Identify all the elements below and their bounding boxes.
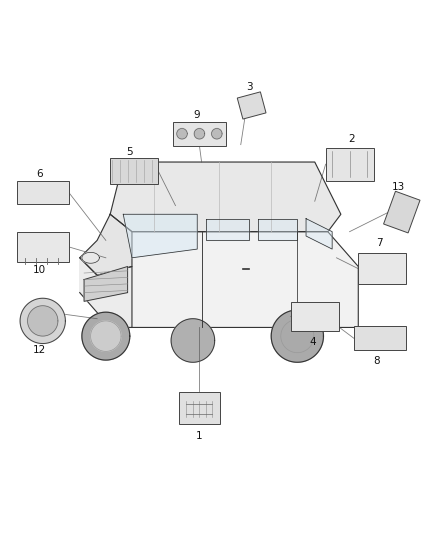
Polygon shape <box>80 214 132 275</box>
Bar <box>354 326 406 350</box>
Circle shape <box>194 128 205 139</box>
Text: 10: 10 <box>33 265 46 275</box>
Text: 13: 13 <box>392 182 406 192</box>
Text: 7: 7 <box>376 238 382 248</box>
Polygon shape <box>110 162 341 232</box>
Polygon shape <box>206 219 250 240</box>
Text: 1: 1 <box>196 431 203 441</box>
Text: 8: 8 <box>374 356 380 366</box>
Circle shape <box>28 306 58 336</box>
Text: 9: 9 <box>193 110 200 120</box>
Circle shape <box>171 319 215 362</box>
Circle shape <box>177 128 187 139</box>
Bar <box>17 181 69 205</box>
Circle shape <box>82 312 130 360</box>
Polygon shape <box>258 219 297 240</box>
Bar <box>179 392 220 424</box>
Bar <box>291 302 339 330</box>
Bar <box>237 92 266 119</box>
Circle shape <box>212 128 222 139</box>
Bar <box>358 254 406 284</box>
Bar <box>325 148 374 181</box>
Bar <box>384 191 420 233</box>
Bar <box>110 158 158 184</box>
Bar <box>17 232 69 262</box>
Circle shape <box>91 321 121 351</box>
Polygon shape <box>306 219 332 249</box>
Polygon shape <box>84 266 127 301</box>
Polygon shape <box>80 258 132 327</box>
Bar <box>173 122 226 146</box>
Text: 4: 4 <box>309 337 316 347</box>
Circle shape <box>20 298 65 344</box>
Circle shape <box>271 310 323 362</box>
Text: 5: 5 <box>127 148 133 157</box>
Text: 6: 6 <box>36 169 43 179</box>
Ellipse shape <box>82 252 99 263</box>
Text: 2: 2 <box>349 134 355 144</box>
Text: 3: 3 <box>246 82 253 92</box>
Text: 12: 12 <box>33 345 46 355</box>
Polygon shape <box>123 214 197 258</box>
Polygon shape <box>132 232 358 327</box>
